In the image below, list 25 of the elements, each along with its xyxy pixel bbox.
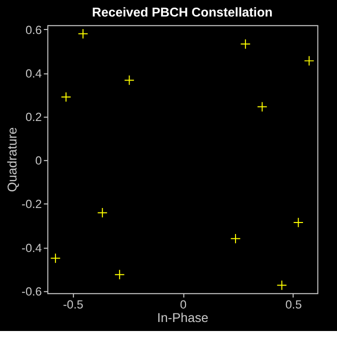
x-tick-label: 0 bbox=[180, 297, 188, 312]
point bbox=[124, 75, 134, 86]
point bbox=[257, 102, 268, 112]
y-tick-label: 0.6 bbox=[25, 22, 42, 37]
y-tick-label: -0.6 bbox=[22, 284, 42, 298]
y-tick-label: 0 bbox=[35, 154, 42, 168]
point bbox=[97, 208, 108, 218]
point bbox=[293, 217, 304, 228]
point bbox=[114, 269, 125, 280]
y-axis-title: Quadrature bbox=[4, 127, 20, 192]
x-axis-title: In-Phase bbox=[157, 310, 208, 326]
point bbox=[50, 253, 61, 264]
point bbox=[304, 56, 314, 66]
point bbox=[240, 38, 251, 50]
point bbox=[78, 28, 88, 39]
y-tick-label: -0.4 bbox=[22, 240, 42, 255]
y-tick-label: -0.2 bbox=[22, 197, 42, 212]
x-tick-label: -0.5 bbox=[62, 297, 84, 312]
x-tick-label: 0.5 bbox=[285, 297, 302, 312]
chart-title: Received PBCH Constellation bbox=[92, 4, 273, 20]
point bbox=[60, 92, 72, 102]
y-tick-label: 0.2 bbox=[25, 110, 42, 124]
point bbox=[230, 233, 241, 244]
y-tick-label: 0.4 bbox=[25, 66, 42, 80]
point bbox=[276, 280, 287, 290]
